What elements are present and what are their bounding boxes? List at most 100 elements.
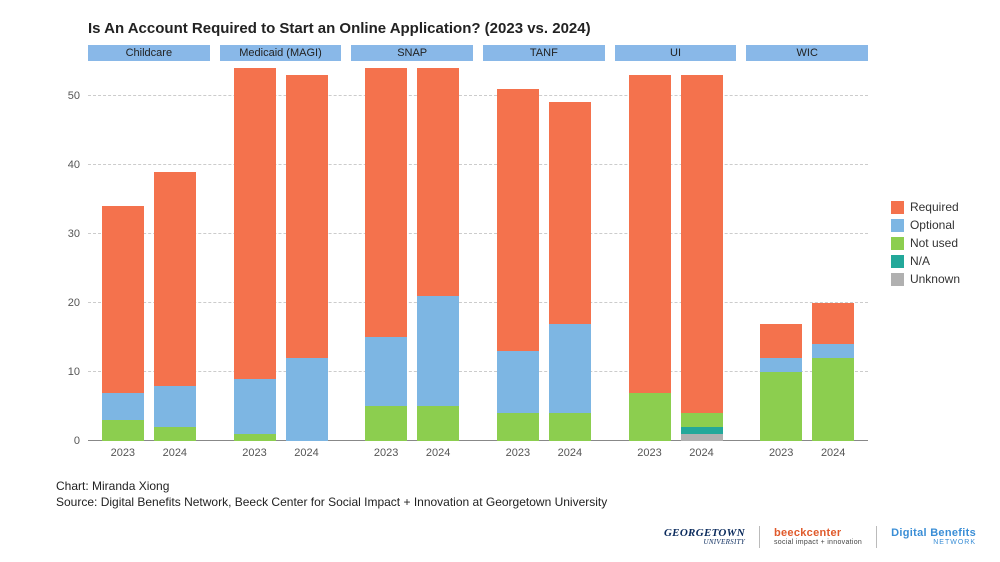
bar-segment-not_used <box>760 372 802 441</box>
facet-header: Childcare <box>88 45 210 61</box>
bar-segment-optional <box>234 379 276 434</box>
x-tick-label: 2023 <box>365 447 407 459</box>
x-tick-label: 2023 <box>102 447 144 459</box>
bar-segment-optional <box>760 358 802 372</box>
bar-segment-unknown <box>681 434 723 441</box>
facet-panel <box>746 61 868 441</box>
legend-label: Unknown <box>910 272 960 286</box>
dbn-logo-text: Digital Benefits <box>891 528 976 539</box>
stacked-bar <box>417 68 459 441</box>
legend-swatch-icon <box>891 273 904 286</box>
x-label-group: 20232024 <box>483 441 605 459</box>
x-label-group: 2023 2024 <box>88 441 210 459</box>
x-tick-label: 2023 <box>760 447 802 459</box>
stacked-bar <box>102 206 144 441</box>
y-tick-label: 10 <box>68 366 80 378</box>
chart-source: Source: Digital Benefits Network, Beeck … <box>56 495 980 509</box>
panels <box>88 61 868 441</box>
legend-swatch-icon <box>891 201 904 214</box>
bar-segment-optional <box>286 358 328 441</box>
facet-panel <box>351 61 473 441</box>
legend-item-optional: Optional <box>891 218 960 232</box>
y-tick-label: 0 <box>74 435 80 447</box>
bar-segment-required <box>549 102 591 323</box>
bar-segment-not_used <box>234 434 276 441</box>
x-label-group: 20232024 <box>351 441 473 459</box>
georgetown-logo-sub: UNIVERSITY <box>703 539 745 546</box>
dbn-logo: Digital Benefits NETWORK <box>891 528 976 546</box>
bar-segment-not_used <box>681 413 723 427</box>
y-axis: 01020304050 <box>50 61 84 441</box>
bar-segment-na <box>681 427 723 434</box>
beeck-logo-text: beeckcenter <box>774 528 842 539</box>
bar-segment-not_used <box>417 406 459 441</box>
stacked-bar <box>497 89 539 441</box>
legend-item-not_used: Not used <box>891 236 960 250</box>
bar-segment-not_used <box>154 427 196 441</box>
y-tick-label: 20 <box>68 297 80 309</box>
facet-header: TANF <box>483 45 605 61</box>
bar-segment-required <box>102 206 144 393</box>
facet-panel <box>483 61 605 441</box>
facet-panel <box>615 61 737 441</box>
bar-segment-required <box>286 75 328 358</box>
stacked-bar <box>549 102 591 441</box>
legend-item-required: Required <box>891 200 960 214</box>
x-tick-label: 2024 <box>154 447 196 459</box>
facet-header: UI <box>615 45 737 61</box>
bar-segment-not_used <box>102 420 144 441</box>
stacked-bar <box>234 68 276 441</box>
chart-title: Is An Account Required to Start an Onlin… <box>88 20 980 37</box>
bar-segment-optional <box>417 296 459 407</box>
legend: Required Optional Not used N/A Unknown <box>891 200 960 290</box>
beeck-logo-sub: social impact + innovation <box>774 539 862 546</box>
facet-header: SNAP <box>351 45 473 61</box>
stacked-bar <box>629 75 671 441</box>
facet-header: Medicaid (MAGI) <box>220 45 342 61</box>
logo-divider-icon <box>876 526 877 548</box>
dbn-logo-sub: NETWORK <box>933 539 976 546</box>
x-tick-label: 2024 <box>549 447 591 459</box>
bar-segment-required <box>681 75 723 414</box>
bar-segment-required <box>629 75 671 393</box>
stacked-bar <box>154 172 196 441</box>
legend-label: Required <box>910 200 959 214</box>
bar-segment-required <box>497 89 539 352</box>
legend-swatch-icon <box>891 237 904 250</box>
y-tick-label: 40 <box>68 159 80 171</box>
x-tick-label: 2023 <box>629 447 671 459</box>
facet-panel <box>88 61 210 441</box>
bar-segment-required <box>760 324 802 359</box>
legend-item-na: N/A <box>891 254 960 268</box>
bar-segment-optional <box>549 324 591 414</box>
chart-attribution: Chart: Miranda Xiong <box>56 479 980 493</box>
legend-swatch-icon <box>891 219 904 232</box>
bar-segment-required <box>234 68 276 379</box>
facet-headers-row: ChildcareMedicaid (MAGI)SNAPTANFUIWIC <box>88 45 868 61</box>
bar-segment-required <box>365 68 407 337</box>
y-tick-label: 50 <box>68 90 80 102</box>
legend-label: N/A <box>910 254 930 268</box>
bar-segment-not_used <box>497 413 539 441</box>
bar-segment-required <box>812 303 854 344</box>
stacked-bar <box>681 75 723 441</box>
bar-segment-optional <box>812 344 854 358</box>
x-tick-label: 2024 <box>286 447 328 459</box>
bar-segment-optional <box>154 386 196 427</box>
bar-segment-optional <box>102 393 144 421</box>
bar-segment-optional <box>497 351 539 413</box>
georgetown-logo: GEORGETOWN UNIVERSITY <box>664 528 745 546</box>
bar-segment-not_used <box>549 413 591 441</box>
x-label-group: 20232024 <box>220 441 342 459</box>
bar-segment-not_used <box>629 393 671 441</box>
stacked-bar <box>760 324 802 441</box>
stacked-bar <box>365 68 407 441</box>
bar-segment-required <box>154 172 196 386</box>
bar-segment-not_used <box>365 406 407 441</box>
x-tick-label: 2024 <box>681 447 723 459</box>
bar-segment-optional <box>365 337 407 406</box>
beeck-logo: beeckcenter social impact + innovation <box>774 528 862 546</box>
legend-label: Not used <box>910 236 958 250</box>
facet-panel <box>220 61 342 441</box>
logo-divider-icon <box>759 526 760 548</box>
